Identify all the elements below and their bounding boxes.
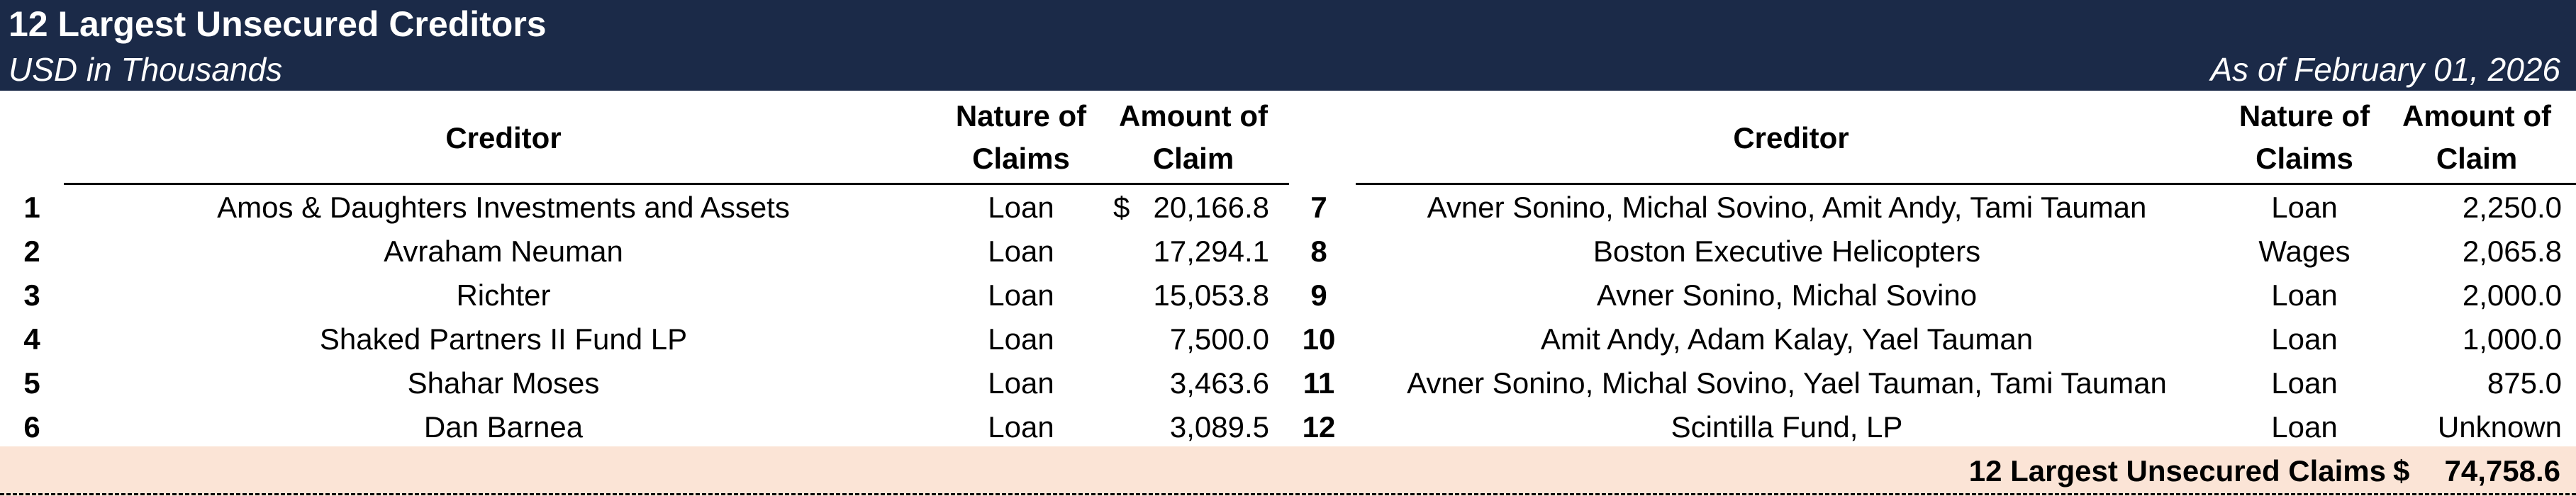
creditor-name: Avner Sonino, Michal Sovino, Yael Tauman… (1407, 366, 2167, 400)
claim-nature: Wages (2258, 235, 2351, 268)
left-creditor-list: 1 Amos & Daughters Investments and Asset… (0, 186, 1290, 449)
claim-amount: Unknown (2437, 410, 2562, 444)
claim-nature: Loan (988, 278, 1054, 312)
creditor-name: Amit Andy, Adam Kalay, Yael Tauman (1540, 322, 2034, 356)
right-amount-header-line2: Claim (2436, 142, 2518, 175)
as-of-date: As of February 01, 2026 (2210, 51, 2560, 88)
report-title: 12 Largest Unsecured Creditors (9, 4, 547, 44)
claim-nature: Loan (2271, 191, 2338, 224)
total-value: 74,758.6 (2444, 454, 2561, 487)
right-nature-header-line2: Claims (2256, 142, 2353, 175)
table-row: 2 Avraham Neuman Loan 17,294.1 (0, 230, 1290, 274)
claim-amount: 875.0 (2487, 366, 2562, 400)
table-row: 1 Amos & Daughters Investments and Asset… (0, 186, 1290, 230)
claim-amount: 3,463.6 (1169, 366, 1269, 400)
right-amount-header-line1: Amount of (2402, 99, 2551, 133)
row-number: 5 (23, 366, 40, 400)
table-row: 8 Boston Executive Helicopters Wages 2,0… (1290, 230, 2576, 274)
left-nature-header-line2: Claims (972, 142, 1070, 175)
creditor-name: Scintilla Fund, LP (1671, 410, 1903, 444)
creditor-name: Dan Barnea (423, 410, 584, 444)
creditor-name: Shahar Moses (407, 366, 600, 400)
row-number: 8 (1310, 235, 1327, 268)
claim-amount: 1,000.0 (2462, 322, 2562, 356)
row-number: 10 (1302, 322, 1336, 356)
right-nature-header-line1: Nature of (2238, 99, 2370, 133)
row-number: 9 (1310, 278, 1327, 312)
currency-symbol: $ (1113, 191, 1130, 224)
currency-symbol: $ (2393, 454, 2410, 487)
claim-nature: Loan (2271, 278, 2338, 312)
left-amount-header-line1: Amount of (1119, 99, 1268, 133)
claim-nature: Loan (988, 191, 1054, 224)
claim-nature: Loan (988, 322, 1054, 356)
row-number: 1 (23, 191, 40, 224)
row-number: 12 (1302, 410, 1336, 444)
right-header-rule (1356, 183, 2576, 185)
creditor-name: Shaked Partners II Fund LP (319, 322, 688, 356)
row-number: 4 (23, 322, 40, 356)
units-subtitle: USD in Thousands (9, 51, 283, 88)
table-row: 5 Shahar Moses Loan 3,463.6 (0, 361, 1290, 405)
table-row: 6 Dan Barnea Loan 3,089.5 (0, 405, 1290, 449)
total-label: 12 Largest Unsecured Claims (1968, 454, 2386, 487)
left-nature-header-line1: Nature of (955, 99, 1087, 133)
row-number: 3 (23, 278, 40, 312)
total-row: 12 Largest Unsecured Claims $ 74,758.6 (0, 446, 2576, 496)
claim-amount: 2,000.0 (2462, 278, 2562, 312)
claim-amount: 2,250.0 (2462, 191, 2562, 224)
creditor-name: Avraham Neuman (384, 235, 623, 268)
claim-amount: 2,065.8 (2462, 235, 2562, 268)
claim-amount: $ 20,166.8 (1113, 186, 1269, 230)
creditor-name: Boston Executive Helicopters (1593, 235, 1981, 268)
table-row: 10 Amit Andy, Adam Kalay, Yael Tauman Lo… (1290, 317, 2576, 361)
claim-nature: Loan (2271, 410, 2338, 444)
left-creditor-header: Creditor (445, 121, 562, 154)
claim-amount: 7,500.0 (1169, 322, 1269, 356)
table-row: 3 Richter Loan 15,053.8 (0, 274, 1290, 317)
row-number: 2 (23, 235, 40, 268)
claim-nature: Loan (988, 366, 1054, 400)
claim-amount: 15,053.8 (1153, 278, 1270, 312)
amount-value: 20,166.8 (1153, 191, 1270, 224)
total-amount: $ 74,758.6 (2393, 446, 2560, 496)
creditor-name: Amos & Daughters Investments and Assets (217, 191, 790, 224)
row-number: 11 (1303, 366, 1335, 400)
right-creditor-header: Creditor (1733, 121, 1849, 154)
claim-amount: 3,089.5 (1169, 410, 1269, 444)
claim-nature: Loan (2271, 322, 2338, 356)
total-bottom-divider (0, 493, 2576, 495)
claim-nature: Loan (2271, 366, 2338, 400)
creditor-name: Avner Sonino, Michal Sovino, Amit Andy, … (1427, 191, 2147, 224)
table-row: 11 Avner Sonino, Michal Sovino, Yael Tau… (1290, 361, 2576, 405)
table-row: 9 Avner Sonino, Michal Sovino Loan 2,000… (1290, 274, 2576, 317)
claim-nature: Loan (988, 410, 1054, 444)
claim-amount: 17,294.1 (1153, 235, 1270, 268)
claim-nature: Loan (988, 235, 1054, 268)
table-row: 4 Shaked Partners II Fund LP Loan 7,500.… (0, 317, 1290, 361)
left-header-rule (64, 183, 1289, 185)
table-row: 12 Scintilla Fund, LP Loan Unknown (1290, 405, 2576, 449)
left-amount-header-line2: Claim (1152, 142, 1234, 175)
report-header: 12 Largest Unsecured Creditors USD in Th… (0, 0, 2576, 91)
table-row: 7 Avner Sonino, Michal Sovino, Amit Andy… (1290, 186, 2576, 230)
row-number: 6 (23, 410, 40, 444)
right-creditor-list: 7 Avner Sonino, Michal Sovino, Amit Andy… (1290, 186, 2576, 449)
creditor-name: Avner Sonino, Michal Sovino (1596, 278, 1978, 312)
creditor-name: Richter (456, 278, 551, 312)
row-number: 7 (1310, 191, 1327, 224)
